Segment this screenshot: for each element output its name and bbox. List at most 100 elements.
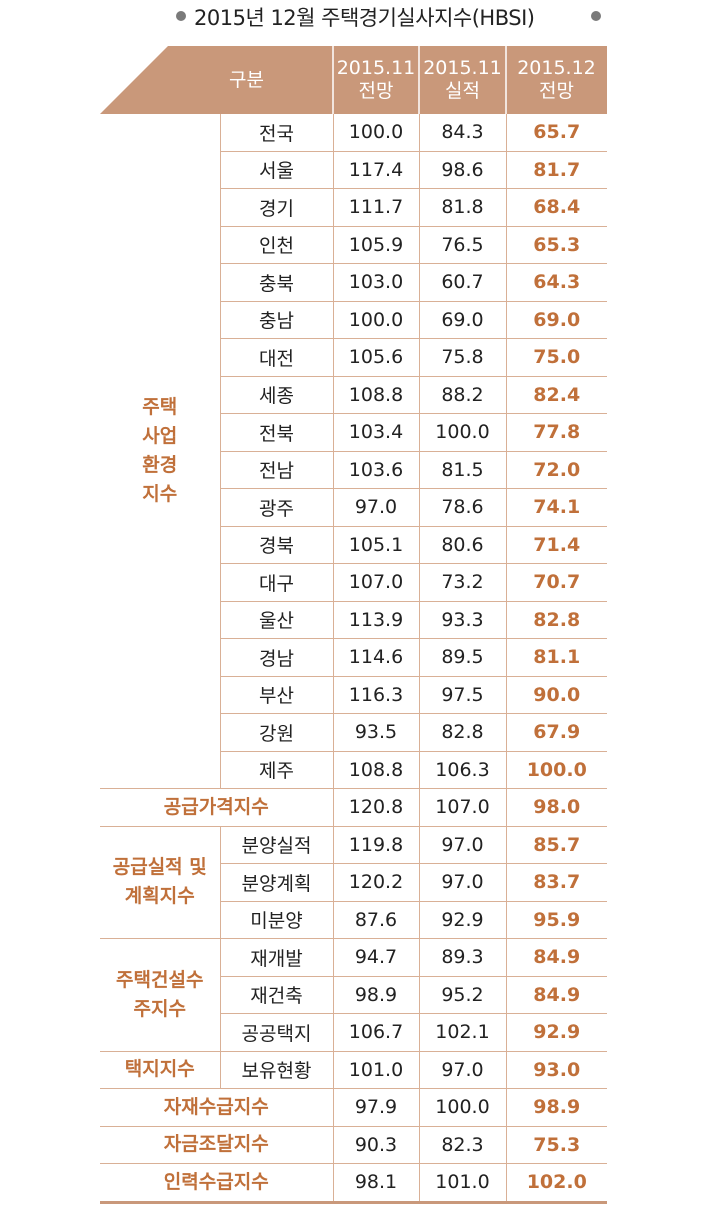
- value-2015-12-forecast: 69.0: [505, 301, 607, 339]
- value-2015-12-forecast: 92.9: [505, 1013, 607, 1052]
- value-2015-11-forecast: 98.9: [332, 976, 419, 1014]
- table-row: 분양계획 120.2 97.0 83.7: [100, 863, 607, 902]
- header-col3-line1: 2015.12: [517, 57, 596, 79]
- value-2015-12-forecast: 68.4: [505, 188, 607, 227]
- table-header: 구분 2015.11 전망 2015.11 실적 2015.12 전망: [100, 46, 607, 114]
- row-name: 인천: [219, 226, 333, 264]
- table-row: 경북 105.1 80.6 71.4: [100, 526, 607, 564]
- value-2015-11-actual: 82.3: [418, 1126, 506, 1164]
- header-col1: 2015.11 전망: [333, 46, 419, 114]
- group-label-line: 주지수: [133, 997, 186, 1020]
- table-row: 전북 103.4 100.0 77.8: [100, 413, 607, 452]
- table-row: 울산 113.9 93.3 82.8: [100, 601, 607, 639]
- row-name: 재건축: [219, 976, 333, 1014]
- row-name: 대전: [219, 338, 333, 377]
- value-2015-11-actual: 106.3: [418, 751, 506, 789]
- row-name: 전남: [219, 451, 333, 489]
- row-name: 전국: [219, 114, 333, 152]
- table-row: 주택 사업 환경 지수 전국 100.0 84.3 65.7: [100, 114, 607, 789]
- row-name: 경남: [219, 638, 333, 677]
- value-2015-11-forecast: 101.0: [332, 1051, 419, 1089]
- table-row: 공급실적 및 계획지수 분양실적 119.8 97.0 85.7: [100, 826, 607, 939]
- value-2015-11-forecast: 97.9: [332, 1088, 419, 1127]
- header-col1-line1: 2015.11: [336, 57, 416, 79]
- row-name: 강원: [219, 713, 333, 752]
- value-2015-12-forecast: 77.8: [505, 413, 607, 452]
- table-row: 부산 116.3 97.5 90.0: [100, 676, 607, 714]
- value-2015-12-forecast: 64.3: [505, 263, 607, 302]
- value-2015-11-forecast: 116.3: [332, 676, 419, 714]
- row-name: 부산: [219, 676, 333, 714]
- group-label-line: 자재수급지수: [163, 1095, 269, 1118]
- group-label-line: 지수: [142, 483, 178, 505]
- table-row: 대전 105.6 75.8 75.0: [100, 338, 607, 377]
- value-2015-11-forecast: 90.3: [332, 1126, 419, 1164]
- row-name: 울산: [219, 601, 333, 639]
- value-2015-11-actual: 101.0: [418, 1163, 506, 1202]
- table-row: 택지지수 보유현황 101.0 97.0 93.0: [100, 1051, 607, 1089]
- value-2015-12-forecast: 83.7: [505, 863, 607, 902]
- row-name: 분양계획: [219, 863, 333, 902]
- value-2015-11-forecast: 105.9: [332, 226, 419, 264]
- value-2015-11-actual: 73.2: [418, 563, 506, 602]
- hbsi-table: 주택 사업 환경 지수 전국 100.0 84.3 65.7 서울 117.4 98.6 81.7 경기…: [100, 114, 607, 1202]
- value-2015-11-actual: 69.0: [418, 301, 506, 339]
- value-2015-11-forecast: 108.8: [332, 376, 419, 414]
- table-body: 주택 사업 환경 지수 전국 100.0 84.3 65.7 서울 117.4 98.6 81.7 경기…: [100, 114, 607, 1202]
- value-2015-11-forecast: 106.7: [332, 1013, 419, 1052]
- table-row: 충남 100.0 69.0 69.0: [100, 301, 607, 339]
- table-row: 경기 111.7 81.8 68.4: [100, 188, 607, 227]
- value-2015-11-forecast: 120.2: [332, 863, 419, 902]
- value-2015-11-forecast: 119.8: [332, 826, 419, 864]
- row-name: 세종: [219, 376, 333, 414]
- row-name: 대구: [219, 563, 333, 602]
- header-background: [100, 46, 607, 114]
- group-label: 택지지수: [100, 1051, 220, 1089]
- value-2015-11-forecast: 94.7: [332, 938, 419, 977]
- value-2015-11-actual: 107.0: [418, 788, 506, 827]
- value-2015-11-forecast: 103.0: [332, 263, 419, 302]
- group-label: 공급가격지수: [100, 788, 333, 827]
- group-label: 인력수급지수: [100, 1163, 333, 1202]
- group-label-line: 주택: [142, 396, 178, 418]
- group-label-line: 인력수급지수: [163, 1170, 269, 1193]
- table-row: 세종 108.8 88.2 82.4: [100, 376, 607, 414]
- header-category-label: 구분: [229, 68, 264, 91]
- group-label-line: 자금조달지수: [163, 1133, 269, 1156]
- value-2015-12-forecast: 72.0: [505, 451, 607, 489]
- group-label-line: 공급실적 및: [112, 856, 207, 879]
- value-2015-11-forecast: 97.0: [332, 488, 419, 527]
- header-col3-line2: 전망: [539, 80, 574, 102]
- header-col3: 2015.12 전망: [506, 46, 607, 114]
- row-name: 제주: [219, 751, 333, 789]
- group-label-line: 사업: [142, 425, 178, 447]
- row-name: 경북: [219, 526, 333, 564]
- value-2015-11-actual: 78.6: [418, 488, 506, 527]
- group-label-line: 계획지수: [124, 885, 195, 908]
- table-row: 강원 93.5 82.8 67.9: [100, 713, 607, 752]
- value-2015-11-actual: 82.8: [418, 713, 506, 752]
- value-2015-11-forecast: 98.1: [332, 1163, 419, 1202]
- row-name: 재개발: [219, 938, 333, 977]
- value-2015-12-forecast: 67.9: [505, 713, 607, 752]
- table-row: 충북 103.0 60.7 64.3: [100, 263, 607, 302]
- table-row: 자금조달지수 90.3 82.3 75.3: [100, 1126, 607, 1164]
- bullet-dot-left: [176, 11, 186, 21]
- value-2015-11-actual: 81.8: [418, 188, 506, 227]
- value-2015-11-actual: 75.8: [418, 338, 506, 377]
- value-2015-12-forecast: 100.0: [505, 751, 607, 789]
- value-2015-11-actual: 102.1: [418, 1013, 506, 1052]
- bullet-dot-right: [591, 11, 601, 21]
- value-2015-12-forecast: 65.7: [505, 114, 607, 152]
- value-2015-11-forecast: 93.5: [332, 713, 419, 752]
- value-2015-11-actual: 97.0: [418, 1051, 506, 1089]
- value-2015-11-actual: 97.0: [418, 863, 506, 902]
- value-2015-12-forecast: 82.8: [505, 601, 607, 639]
- value-2015-11-forecast: 103.4: [332, 413, 419, 452]
- value-2015-11-forecast: 100.0: [332, 301, 419, 339]
- value-2015-12-forecast: 81.1: [505, 638, 607, 677]
- page-title: 2015년 12월 주택경기실사지수(HBSI): [194, 6, 535, 30]
- table-row: 전남 103.6 81.5 72.0: [100, 451, 607, 489]
- value-2015-12-forecast: 65.3: [505, 226, 607, 264]
- value-2015-12-forecast: 82.4: [505, 376, 607, 414]
